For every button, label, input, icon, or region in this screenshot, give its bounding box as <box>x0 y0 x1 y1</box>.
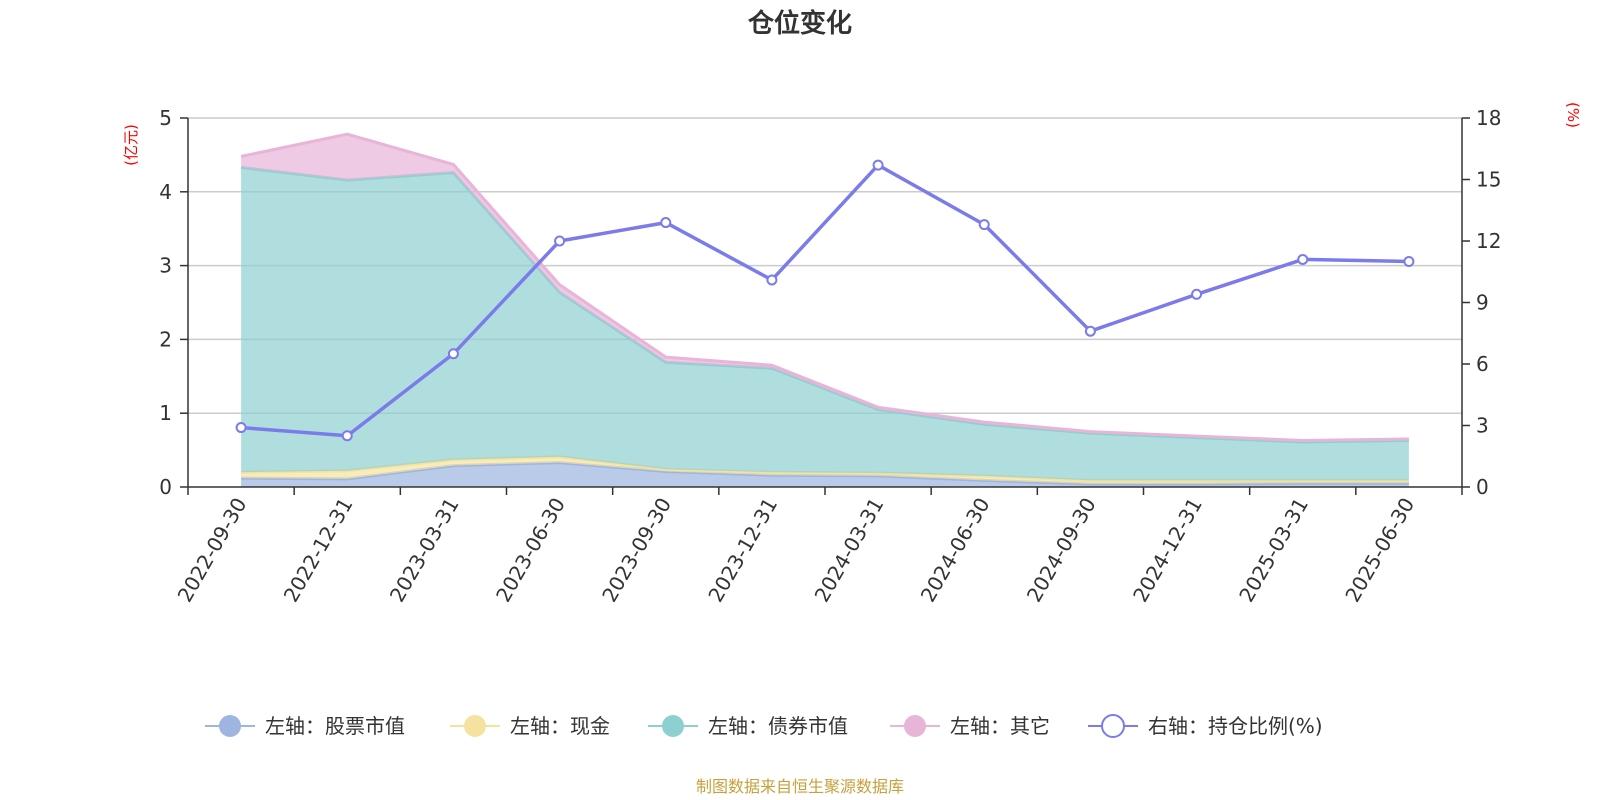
y-right-tick-label: 0 <box>1476 475 1489 499</box>
line-point <box>1297 253 1309 265</box>
legend-marker-icon <box>904 715 926 737</box>
x-tick-label: 2023-03-31 <box>385 493 464 606</box>
y-right-tick-label: 18 <box>1476 106 1501 130</box>
legend-marker-icon <box>219 715 241 737</box>
x-tick-label: 2024-12-31 <box>1128 494 1207 607</box>
legend-label: 左轴：股票市值 <box>265 714 405 738</box>
legend-label: 右轴：持仓比例(%) <box>1148 714 1323 738</box>
line-point <box>660 217 672 229</box>
y-left-tick-label: 4 <box>159 180 172 204</box>
x-tick-label: 2023-12-31 <box>703 494 782 607</box>
y-right-tick-label: 12 <box>1476 229 1501 253</box>
line-point <box>1084 325 1096 337</box>
line-point <box>766 274 778 286</box>
y-right-tick-label: 15 <box>1476 168 1501 192</box>
line-point <box>1191 288 1203 300</box>
line-point <box>554 235 566 247</box>
area-series-group <box>240 132 1409 487</box>
x-tick-label: 2024-06-30 <box>916 494 995 607</box>
x-tick-label: 2024-03-31 <box>810 494 889 607</box>
y-right-tick-label: 6 <box>1476 352 1489 376</box>
source-note: 制图数据来自恒生聚源数据库 <box>696 777 904 796</box>
area-series-fill <box>241 167 1409 481</box>
y-left-unit: (亿元) <box>122 124 140 166</box>
line-point <box>341 430 353 442</box>
legend: 左轴：股票市值 左轴：现金 左轴：债券市值 左轴：其它 右轴：持仓比例(%) <box>205 714 1323 738</box>
line-series-path <box>240 163 1409 438</box>
y-left-tick-label: 0 <box>159 475 172 499</box>
area-series-fill <box>241 134 1409 442</box>
legend-label: 左轴：现金 <box>510 714 610 738</box>
area-series-fill <box>241 462 1409 487</box>
line-series-group <box>235 159 1415 442</box>
legend-marker-icon <box>1101 714 1125 738</box>
line-point <box>447 348 459 360</box>
y-left-tick-label: 3 <box>159 254 172 278</box>
legend-label: 左轴：其它 <box>950 714 1050 738</box>
chart-title: 仓位变化 <box>747 8 852 39</box>
x-tick-label: 2023-09-30 <box>597 494 676 607</box>
y-right-unit: (%) <box>1564 102 1582 128</box>
x-tick-label: 2025-03-31 <box>1234 494 1313 607</box>
x-tick-label: 2024-09-30 <box>1022 494 1101 607</box>
x-tick-label: 2025-06-30 <box>1340 494 1419 607</box>
line-point <box>1403 256 1415 267</box>
x-tick-label: 2022-09-30 <box>173 494 252 607</box>
legend-marker-icon <box>662 715 684 737</box>
line-point <box>978 219 990 231</box>
y-right-tick-label: 9 <box>1476 291 1489 315</box>
y-left-tick-label: 1 <box>159 401 172 425</box>
legend-marker-icon <box>464 715 486 737</box>
x-tick-label: 2022-12-31 <box>279 494 358 607</box>
y-left-tick-label: 2 <box>159 327 172 351</box>
line-point <box>235 422 247 434</box>
line-point <box>872 159 884 171</box>
area-series-edge <box>240 132 1409 443</box>
x-tick-label: 2023-06-30 <box>491 494 570 607</box>
legend-label: 左轴：债券市值 <box>708 714 848 738</box>
y-left-tick-label: 5 <box>159 106 172 130</box>
y-right-tick-label: 3 <box>1476 414 1489 438</box>
